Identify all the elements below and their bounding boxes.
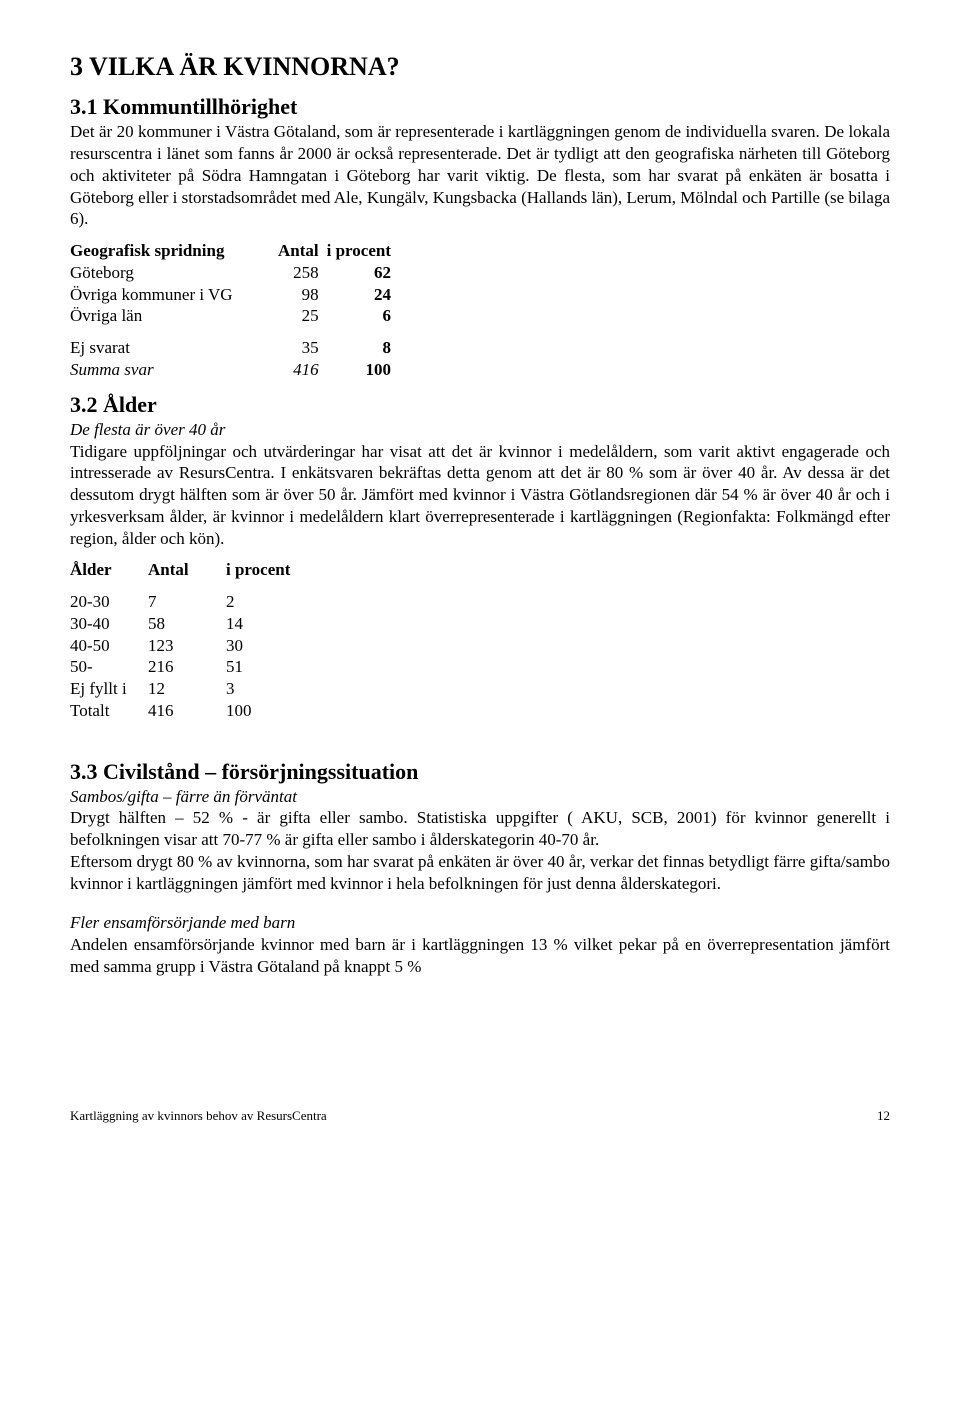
cell: 58	[148, 613, 226, 635]
section2-para: Tidigare uppföljningar och utvärderingar…	[70, 441, 890, 550]
cell: 123	[148, 635, 226, 657]
table-geografisk: Geografisk spridning Antal i procent Göt…	[70, 240, 399, 381]
cell: Göteborg	[70, 262, 278, 284]
cell: 40-50	[70, 635, 148, 657]
section3-subtitle2: Fler ensamförsörjande med barn	[70, 912, 890, 934]
table-row: 40-50 123 30	[70, 635, 298, 657]
table-row: 20-30 7 2	[70, 591, 298, 613]
th-antal: Antal	[148, 559, 226, 581]
footer-page: 12	[877, 1108, 890, 1125]
cell: 6	[327, 305, 399, 327]
cell: 3	[226, 678, 298, 700]
cell: 62	[327, 262, 399, 284]
cell: 258	[278, 262, 327, 284]
cell: 50-	[70, 656, 148, 678]
cell: Ej fyllt i	[70, 678, 148, 700]
table-row: 50- 216 51	[70, 656, 298, 678]
cell: Summa svar	[70, 359, 278, 381]
cell: 100	[226, 700, 298, 722]
cell: 51	[226, 656, 298, 678]
footer-left: Kartläggning av kvinnors behov av Resurs…	[70, 1108, 327, 1125]
section3-para2: Eftersom drygt 80 % av kvinnorna, som ha…	[70, 851, 890, 895]
section1-para: Det är 20 kommuner i Västra Götaland, so…	[70, 121, 890, 230]
cell: 14	[226, 613, 298, 635]
table-row: Övriga län 25 6	[70, 305, 399, 327]
cell: 25	[278, 305, 327, 327]
section3-para1: Drygt hälften – 52 % - är gifta eller sa…	[70, 807, 890, 851]
section3-title: 3.3 Civilstånd – försörjningssituation	[70, 758, 890, 786]
section1-title: 3.1 Kommuntillhörighet	[70, 93, 890, 121]
table-row: Ej fyllt i 12 3	[70, 678, 298, 700]
table-row: Övriga kommuner i VG 98 24	[70, 284, 399, 306]
th-label: Geografisk spridning	[70, 240, 278, 262]
page-footer: Kartläggning av kvinnors behov av Resurs…	[70, 1108, 890, 1125]
section3-para3: Andelen ensamförsörjande kvinnor med bar…	[70, 934, 890, 978]
cell: 8	[327, 337, 399, 359]
table-row: Summa svar 416 100	[70, 359, 399, 381]
cell: 2	[226, 591, 298, 613]
table-row: Göteborg 258 62	[70, 262, 399, 284]
cell: Övriga län	[70, 305, 278, 327]
table-alder: Ålder Antal i procent 20-30 7 2 30-40 58…	[70, 559, 298, 721]
cell: 30	[226, 635, 298, 657]
cell: 216	[148, 656, 226, 678]
cell: Övriga kommuner i VG	[70, 284, 278, 306]
th-procent: i procent	[226, 559, 298, 581]
cell: 35	[278, 337, 327, 359]
section3-subtitle: Sambos/gifta – färre än förväntat	[70, 786, 890, 808]
section2-subtitle: De flesta är över 40 år	[70, 419, 890, 441]
cell: 416	[148, 700, 226, 722]
cell: 30-40	[70, 613, 148, 635]
cell: 416	[278, 359, 327, 381]
th-antal: Antal	[278, 240, 327, 262]
table-row: 30-40 58 14	[70, 613, 298, 635]
cell: Totalt	[70, 700, 148, 722]
table-row: Totalt 416 100	[70, 700, 298, 722]
section2-title: 3.2 Ålder	[70, 391, 890, 419]
cell: 100	[327, 359, 399, 381]
cell: 7	[148, 591, 226, 613]
heading-main: 3 VILKA ÄR KVINNORNA?	[70, 50, 890, 83]
th-procent: i procent	[327, 240, 399, 262]
table-row: Ej svarat 35 8	[70, 337, 399, 359]
cell: 20-30	[70, 591, 148, 613]
cell: 12	[148, 678, 226, 700]
th-alder: Ålder	[70, 559, 148, 581]
cell: Ej svarat	[70, 337, 278, 359]
cell: 98	[278, 284, 327, 306]
cell: 24	[327, 284, 399, 306]
